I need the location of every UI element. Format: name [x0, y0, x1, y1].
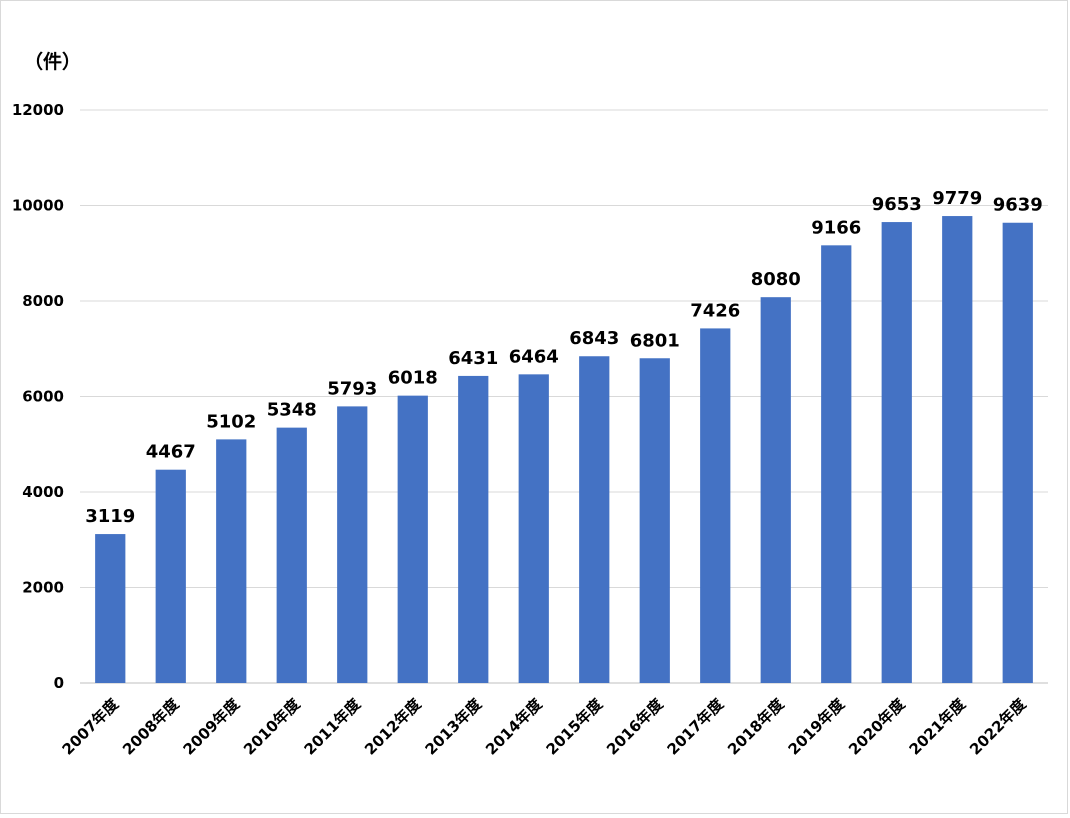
x-category-label: 2022年度: [966, 694, 1030, 758]
y-axis-ticks: 0 2000 4000 6000 8000 10000 12000: [12, 101, 64, 692]
bar-value-label: 9166: [811, 217, 861, 238]
bar-value-label: 9639: [993, 195, 1043, 216]
bar-value-label: 3119: [85, 506, 135, 527]
x-category-label: 2009年度: [180, 694, 244, 758]
x-category-label: 2015年度: [543, 694, 607, 758]
bar: [458, 375, 489, 683]
bar-value-label: 5793: [327, 378, 377, 399]
y-tick-label: 2000: [22, 579, 64, 597]
bar: [397, 395, 428, 683]
bar: [821, 245, 852, 684]
y-tick-label: 12000: [12, 101, 64, 119]
x-category-label: 2016年度: [603, 694, 667, 758]
data-labels: 3119 4467 5102 5348 5793 6018 6431 6464 6843 6801…: [85, 188, 1043, 527]
bar: [276, 427, 307, 683]
bar: [700, 328, 731, 683]
y-axis-unit-label: （件）: [24, 50, 81, 73]
bar-value-label: 6431: [448, 348, 498, 369]
x-category-label: 2020年度: [845, 694, 909, 758]
bar-value-label: 4467: [146, 442, 196, 463]
bar: [216, 439, 247, 683]
bar: [639, 358, 670, 683]
x-category-label: 2013年度: [422, 694, 486, 758]
bar: [95, 534, 126, 683]
x-axis-categories: 2007年度2008年度2009年度2010年度2011年度2012年度2013…: [59, 694, 1031, 758]
bar-value-label: 6018: [388, 368, 438, 389]
x-category-label: 2014年度: [482, 694, 546, 758]
bar-value-label: 9653: [872, 194, 922, 215]
bar-value-label: 6843: [569, 328, 619, 349]
x-category-label: 2007年度: [59, 694, 123, 758]
bar: [579, 356, 610, 683]
bars: [95, 216, 1033, 684]
bar-value-label: 6464: [509, 346, 559, 367]
bar: [155, 469, 186, 683]
bar-value-label: 5348: [267, 400, 317, 421]
bar: [760, 297, 791, 683]
bar: [1002, 222, 1033, 684]
x-category-label: 2018年度: [724, 694, 788, 758]
x-category-label: 2010年度: [240, 694, 304, 758]
bar: [881, 222, 912, 683]
bar-value-label: 9779: [932, 188, 982, 209]
bar-value-label: 5102: [206, 411, 256, 432]
bar: [518, 374, 549, 683]
x-category-label: 2021年度: [906, 694, 970, 758]
bar: [942, 216, 973, 684]
bar-value-label: 7426: [690, 300, 740, 321]
x-category-label: 2017年度: [664, 694, 728, 758]
bar-value-label: 8080: [751, 269, 801, 290]
x-category-label: 2012年度: [361, 694, 425, 758]
y-tick-label: 0: [54, 674, 64, 692]
x-category-label: 2019年度: [785, 694, 849, 758]
y-tick-label: 10000: [12, 197, 64, 215]
y-tick-label: 8000: [22, 292, 64, 310]
y-tick-label: 6000: [22, 388, 64, 406]
bar: [337, 406, 368, 683]
y-tick-label: 4000: [22, 483, 64, 501]
x-category-label: 2008年度: [119, 694, 183, 758]
bar-value-label: 6801: [630, 330, 680, 351]
x-category-label: 2011年度: [301, 694, 365, 758]
